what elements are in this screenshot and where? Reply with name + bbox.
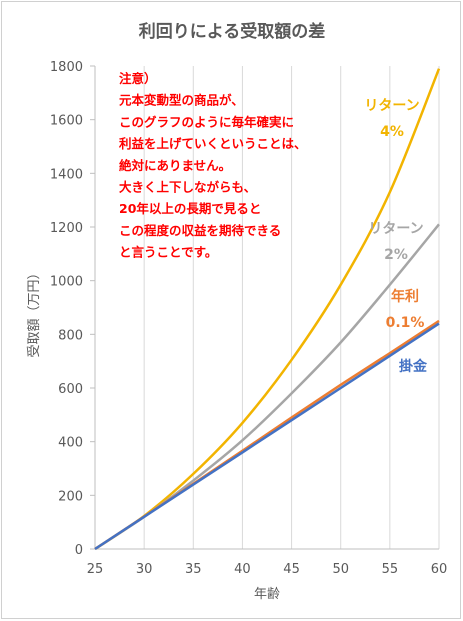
- series-lines: [94, 68, 441, 551]
- caution-note-line: 大きく上下しながらも、: [119, 180, 256, 195]
- y-tick-label: 1000: [50, 275, 83, 290]
- series-labels: リターン 4% リターン 2% 年利 0.1% 掛金: [364, 98, 428, 375]
- x-tick-label: 30: [136, 562, 153, 577]
- caution-note: 注意） 元本変動型の商品が、このグラフのように毎年確実に利益を上げていくということ…: [119, 71, 307, 260]
- caution-note-line: 注意）: [119, 71, 157, 86]
- caution-note-line: この程度の収益を期待できる: [119, 223, 281, 238]
- chart-title: 利回りによる受取額の差: [139, 21, 326, 42]
- axes: 25 30 35 40 45 50 55 60020040060080010001200140…: [50, 60, 447, 577]
- x-tick-label: 40: [234, 562, 251, 577]
- y-tick-label: 1800: [50, 60, 83, 75]
- series-label: 0.1%: [386, 315, 425, 331]
- series-label: 2%: [384, 247, 408, 263]
- series-label: リターン: [364, 98, 419, 114]
- caution-note-line: このグラフのように毎年確実に: [119, 114, 294, 129]
- y-tick-label: 400: [58, 436, 83, 451]
- x-axis-label: 年齢: [254, 587, 280, 602]
- caution-note-line: 元本変動型の商品が、: [119, 93, 244, 108]
- series-label: 掛金: [399, 358, 428, 375]
- x-tick-label: 55: [382, 562, 399, 577]
- series-line-4: [94, 322, 440, 551]
- y-tick-label: 800: [58, 328, 83, 343]
- grid: [143, 66, 440, 549]
- y-tick-label: 1400: [50, 167, 83, 182]
- caution-note-line: と言うことです。: [119, 245, 217, 260]
- series-line-1: [94, 68, 441, 551]
- y-axis-label: 受取額（万円）: [27, 266, 42, 357]
- x-tick-label: 35: [185, 562, 202, 577]
- series-label: リターン: [368, 221, 423, 237]
- series-label: 年利: [391, 288, 419, 305]
- x-tick-label: 50: [332, 562, 349, 577]
- x-tick-label: 60: [431, 562, 448, 577]
- y-tick-label: 0: [75, 543, 83, 558]
- x-tick-label: 45: [283, 562, 300, 577]
- y-tick-label: 600: [58, 382, 83, 397]
- caution-note-line: 絶対にありません。: [119, 158, 231, 173]
- y-tick-label: 1600: [50, 114, 83, 129]
- caution-note-line: 利益を上げていくということは、: [119, 136, 307, 151]
- series-line-2: [94, 223, 440, 551]
- series-label: 4%: [380, 124, 404, 140]
- caution-note-line: 20年以上の長期で見ると: [119, 201, 261, 216]
- y-tick-label: 200: [58, 489, 83, 504]
- y-tick-label: 1200: [50, 221, 83, 236]
- x-tick-label: 25: [87, 562, 104, 577]
